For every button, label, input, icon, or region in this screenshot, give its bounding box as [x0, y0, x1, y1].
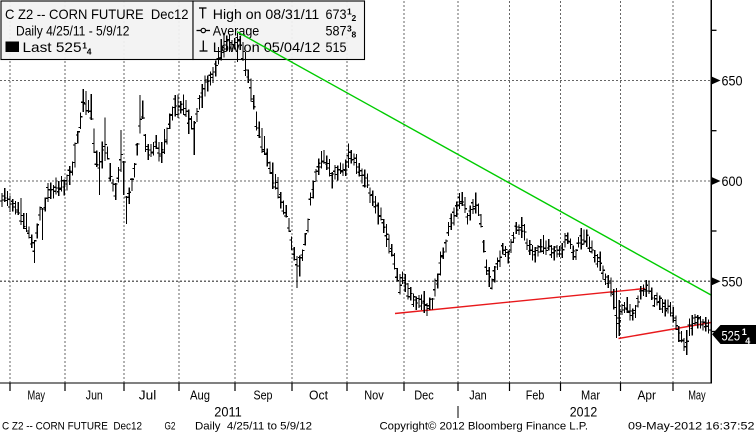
- svg-text:C Z2 -- CORN FUTURE Dec12: C Z2 -- CORN FUTURE Dec12: [5, 6, 189, 22]
- svg-text:550: 550: [722, 274, 743, 290]
- svg-text:09-May-2012 16:37:52: 09-May-2012 16:37:52: [628, 420, 755, 432]
- svg-text:673: 673: [326, 6, 347, 22]
- svg-text:4: 4: [745, 336, 750, 346]
- svg-text:Copyright© 2012 Bloomberg Fina: Copyright© 2012 Bloomberg Finance L.P.: [380, 420, 589, 432]
- svg-text:Mar: Mar: [581, 388, 601, 403]
- svg-text:May: May: [688, 388, 706, 403]
- svg-text:Average: Average: [213, 23, 260, 39]
- svg-text:1: 1: [742, 327, 747, 337]
- svg-text:C Z2 -- CORN FUTURE Dec12: C Z2 -- CORN FUTURE Dec12: [2, 420, 142, 432]
- svg-text:525: 525: [722, 327, 741, 343]
- svg-text:Last 525: Last 525: [23, 39, 82, 55]
- svg-text:Oct: Oct: [309, 388, 328, 403]
- svg-text:Aug: Aug: [190, 388, 210, 403]
- svg-text:Feb: Feb: [526, 388, 545, 403]
- svg-text:2: 2: [352, 13, 357, 23]
- svg-text:Daily 4/25/11 to 5/9/12: Daily 4/25/11 to 5/9/12: [195, 420, 312, 432]
- svg-text:Apr: Apr: [638, 388, 657, 403]
- svg-text:G2: G2: [165, 420, 176, 432]
- svg-text:600: 600: [722, 173, 743, 189]
- svg-text:8: 8: [352, 30, 357, 40]
- svg-text:Dec: Dec: [414, 388, 434, 403]
- svg-text:Jul: Jul: [139, 388, 157, 403]
- svg-text:650: 650: [722, 73, 743, 89]
- svg-text:Jan: Jan: [469, 388, 487, 403]
- svg-text:May: May: [28, 388, 46, 403]
- svg-text:4: 4: [87, 47, 92, 57]
- svg-text:Daily 4/25/11 - 5/9/12: Daily 4/25/11 - 5/9/12: [16, 23, 130, 39]
- svg-text:High on 08/31/11: High on 08/31/11: [213, 6, 320, 22]
- svg-text:Jun: Jun: [86, 388, 103, 403]
- svg-text:515: 515: [326, 39, 347, 55]
- svg-text:Nov: Nov: [364, 388, 384, 403]
- svg-text:587: 587: [326, 23, 347, 39]
- svg-text:1: 1: [347, 7, 352, 17]
- svg-text:2012: 2012: [570, 405, 598, 420]
- svg-text:2011: 2011: [214, 405, 242, 420]
- svg-text:1: 1: [82, 40, 87, 50]
- svg-text:3: 3: [347, 23, 352, 33]
- svg-text:Sep: Sep: [254, 388, 273, 403]
